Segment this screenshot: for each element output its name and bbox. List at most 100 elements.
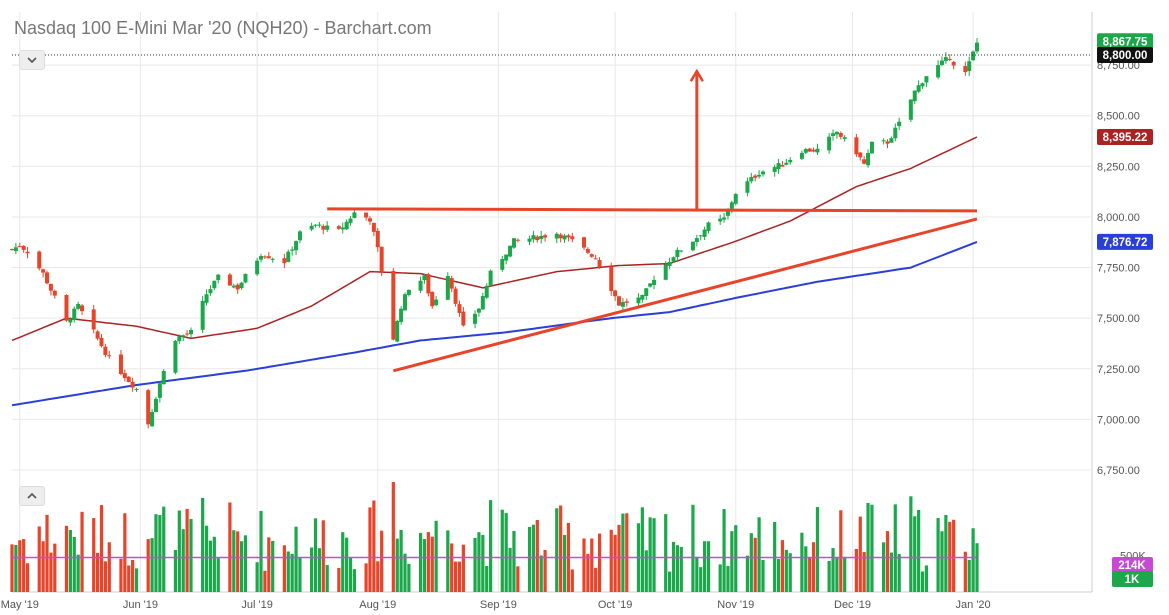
candle-body: [936, 65, 941, 78]
candle-body: [340, 227, 345, 230]
candle-body: [122, 373, 127, 379]
candle-body: [352, 212, 357, 218]
candle-body: [729, 202, 734, 209]
candle-body: [916, 85, 921, 92]
volume-bar: [675, 545, 679, 592]
candle-body: [461, 311, 466, 326]
candle-body: [422, 275, 427, 281]
candle-body: [585, 249, 590, 253]
volume-bar: [243, 535, 248, 592]
candle-body: [620, 302, 625, 307]
volume-bar: [228, 502, 232, 592]
volume-bar: [726, 565, 730, 592]
candle-body: [68, 319, 73, 323]
volume-bar: [158, 515, 162, 592]
candle-body: [484, 285, 489, 298]
candle-body: [862, 159, 867, 164]
chevron-up-icon: [27, 492, 37, 499]
candle-body: [181, 335, 186, 337]
candle-body: [395, 320, 400, 342]
candle-body: [239, 282, 244, 289]
volume-bar: [827, 560, 831, 592]
volume-bar: [134, 568, 139, 592]
volume-bar: [924, 565, 929, 592]
candle-body: [815, 148, 820, 153]
volume-bar: [679, 546, 683, 592]
volume-bar: [103, 561, 107, 592]
long-moving-average-line: [11, 240, 978, 407]
volume-bar: [664, 514, 668, 592]
x-tick-label: Sep '19: [480, 599, 517, 611]
candle-body: [799, 152, 804, 159]
candle-body: [212, 280, 217, 289]
collapse-volume-button[interactable]: [19, 486, 45, 506]
candle-body: [13, 247, 18, 252]
candle-body: [885, 141, 890, 144]
volume-bar: [53, 543, 57, 592]
candle-body: [72, 308, 77, 321]
volume-label: 1K: [1125, 574, 1140, 586]
candle-body: [391, 270, 396, 340]
volume-bar: [594, 567, 598, 592]
candle-body: [270, 258, 275, 260]
candle-body: [589, 254, 594, 257]
candle-body: [313, 224, 318, 226]
candle-body: [480, 296, 485, 310]
volume-bar: [477, 532, 481, 592]
candle-body: [636, 297, 641, 304]
volume-bar: [597, 533, 602, 592]
volume-bar: [512, 530, 516, 592]
volume-bar: [154, 514, 158, 592]
candle-body: [126, 376, 131, 382]
candle-body: [811, 149, 816, 152]
volume-bar: [263, 570, 267, 592]
candle-body: [722, 217, 727, 220]
volume-bar: [535, 519, 539, 592]
volume-bar: [286, 551, 290, 592]
candle-body: [725, 209, 730, 216]
collapse-price-button[interactable]: [19, 50, 45, 70]
candle-body: [788, 159, 793, 163]
candle-body: [648, 283, 653, 287]
resistance-line: [327, 207, 978, 213]
candle-body: [613, 290, 618, 297]
candle-body: [188, 329, 193, 335]
candle-body: [690, 241, 695, 251]
volume-bar: [527, 526, 532, 592]
volume-bar: [975, 543, 979, 592]
candle-body: [562, 235, 567, 240]
candle-body: [399, 308, 404, 322]
candle-body: [185, 333, 190, 335]
candle-body: [52, 290, 57, 296]
volume-label-box: [1112, 557, 1153, 573]
volume-bar: [131, 559, 135, 592]
candle-body: [430, 291, 435, 307]
candle-body: [344, 221, 349, 230]
volume-bar: [722, 509, 726, 592]
y-tick-label: 7,500.00: [1097, 313, 1140, 325]
price-label-box: [1097, 47, 1153, 63]
candle-body: [967, 61, 972, 72]
candle-body: [640, 295, 645, 300]
candle-body: [41, 269, 46, 273]
volume-bar: [967, 559, 971, 592]
volume-bar: [940, 531, 944, 592]
volume-bar: [718, 564, 722, 592]
volume-bar: [18, 540, 22, 592]
volume-bar: [212, 536, 216, 592]
candle-body: [379, 246, 384, 273]
candle-body: [99, 337, 104, 347]
volume-bar: [372, 500, 376, 592]
candle-body: [488, 270, 493, 286]
candle-body: [146, 390, 151, 425]
candle-body: [893, 127, 898, 139]
candle-body: [718, 218, 723, 222]
volume-bar: [127, 565, 131, 592]
candle-body: [671, 257, 676, 262]
volume-bar: [76, 554, 80, 592]
volume-bar: [461, 544, 465, 592]
candle-body: [706, 222, 711, 231]
volume-bar: [761, 559, 765, 592]
volume-bar: [68, 530, 72, 592]
